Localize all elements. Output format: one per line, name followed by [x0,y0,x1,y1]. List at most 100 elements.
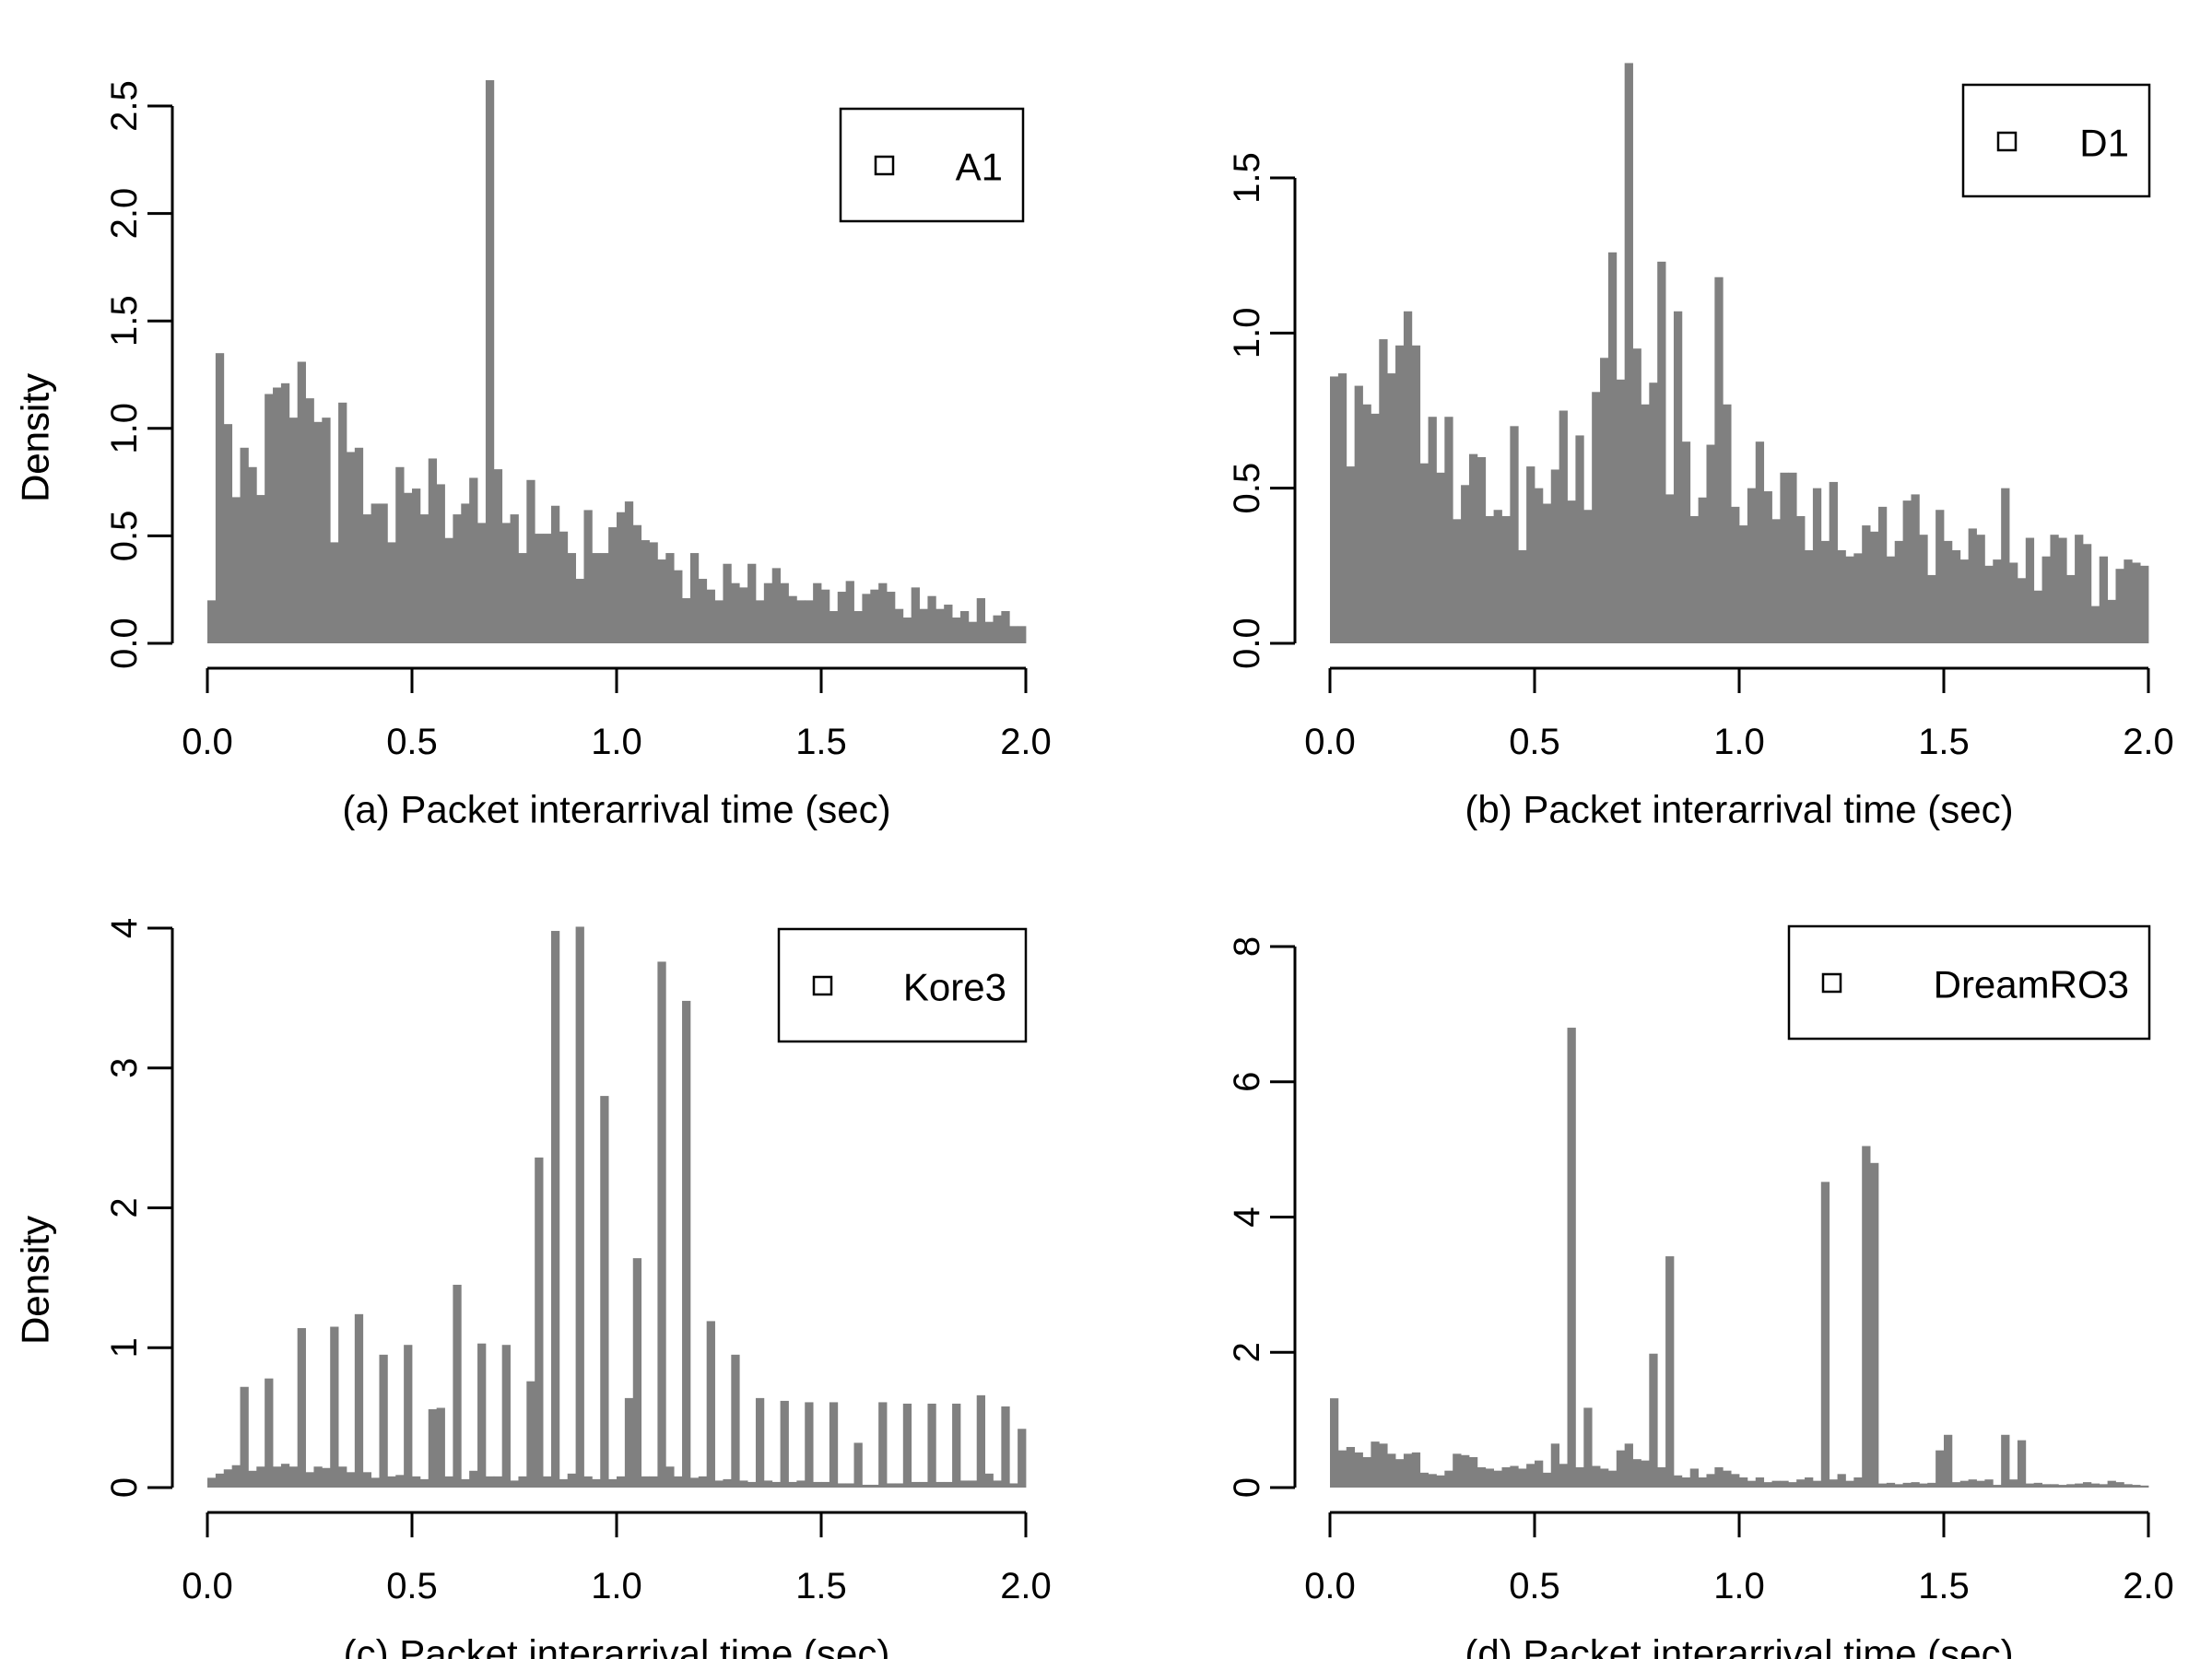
histogram-bar [1559,410,1568,643]
x-tick-label: 0.5 [386,722,438,762]
legend-box [1961,83,2151,198]
histogram-bar [1812,1480,1822,1488]
histogram-bar [2050,535,2059,643]
histogram-bar [1493,510,1502,643]
histogram-bar [313,421,323,643]
histogram-bar [813,1481,822,1488]
histogram-bar [1624,63,1633,644]
legend: Kore3 [777,927,1028,1043]
histogram-bar [387,1476,396,1488]
histogram-bar [1510,1465,1519,1488]
histogram-bar [771,568,781,643]
histogram-bar [821,589,830,643]
legend-marker-icon [812,975,833,996]
chart-panel-d: 0 2 4 6 8 Density 0.0 0.5 1.0 1.5 2.0 (d) Packet in… [14,924,2174,1659]
histogram-bar [1845,1480,1854,1488]
histogram-bar [993,1480,1002,1488]
histogram-bar [689,553,700,643]
y-axis-label: Density [14,373,57,502]
histogram-bar [821,1481,830,1488]
histogram-bar [1698,497,1707,643]
histogram-bar [682,598,691,643]
histogram-bar [1419,463,1429,643]
histogram-bar [428,458,438,643]
histogram-bar [1583,510,1593,643]
histogram-bar [845,581,854,643]
histogram-bar [2075,535,2084,643]
histogram-bar [1510,426,1519,643]
histogram-bar [592,553,601,643]
histogram-bar [1592,392,1601,643]
y-axis-label: Density [14,1216,57,1345]
histogram-bar [1959,559,1970,643]
histogram-bar [1453,1453,1462,1488]
histogram-bar [1550,1443,1560,1488]
histogram-bar [1976,535,1985,643]
histogram-bar [1739,525,1748,643]
histogram-bar [1535,488,1544,643]
histogram-bar [1927,574,1936,643]
histogram-bar [862,594,871,643]
histogram-bar [1853,553,1863,643]
histogram-bar [1624,1443,1633,1488]
histogram-bar [927,1403,936,1488]
histogram-bar [1600,1468,1609,1488]
histogram-bar [2075,1483,2084,1488]
y-tick-label: 2 [1227,1342,1267,1362]
histogram-bar [305,398,314,643]
histogram-bars [207,926,1027,1488]
histogram-bar [1616,1450,1626,1488]
histogram-bar [845,1483,854,1488]
histogram-bar [2033,1482,2042,1488]
histogram-bar [1681,1477,1691,1488]
histogram-bar [788,595,797,643]
histogram-bar [805,1402,814,1488]
legend: D1 [1961,83,2151,198]
histogram-bar [1976,1480,1985,1488]
histogram-bar [1805,550,1814,643]
histogram-bar [575,579,584,643]
x-axis-label: (d) Packet interarrival time (sec) [1465,1632,2013,1659]
histogram-bar [1428,417,1437,643]
x-tick-label: 2.0 [1000,1566,1052,1606]
histogram-bar [362,1472,371,1488]
histogram-bar [322,418,331,643]
y-axis-label: Density [14,373,57,502]
histogram-bar [2124,1484,2133,1488]
histogram-bar [608,527,618,643]
histogram-bar [1747,1480,1757,1488]
histogram-bar [1632,1459,1641,1488]
x-tick-label: 2.0 [2123,1566,2174,1606]
histogram-bar [1681,441,1691,643]
histogram-bar [739,587,748,643]
histogram-bar [1477,457,1487,643]
histogram-bars [207,80,1027,643]
x-tick-label: 0.0 [1304,1566,1356,1606]
histogram-bar [395,1475,405,1488]
x-tick-label: 0.0 [1304,722,1356,762]
histogram-bar [526,1381,535,1488]
histogram-bar [1936,510,1945,643]
x-axis: 0.0 0.5 1.0 1.5 2.0 [1304,666,2174,762]
y-axis: 0.0 0.5 1.0 1.5 [1227,152,1297,669]
histogram-bar [1902,500,1912,643]
x-tick-label: 2.0 [2123,722,2174,762]
histogram-bar [1428,1474,1437,1488]
histogram-bar [1788,1482,1797,1488]
histogram-bar [2115,569,2124,643]
histogram-bar [1837,1474,1846,1488]
histogram-bar [1493,1470,1502,1488]
histogram-bar [535,534,544,643]
histogram-bar [207,600,217,643]
histogram-bar [976,598,985,643]
histogram-bar [583,510,593,643]
histogram-bar [1419,1472,1429,1488]
histogram-bar [1689,515,1699,643]
histogram-bar [1763,1482,1772,1488]
histogram-bar [1805,1477,1814,1488]
histogram-bar [1984,565,1994,643]
histogram-bar [919,608,928,643]
y-tick-label: 0.0 [1227,618,1267,669]
histogram-bar [1444,417,1453,643]
